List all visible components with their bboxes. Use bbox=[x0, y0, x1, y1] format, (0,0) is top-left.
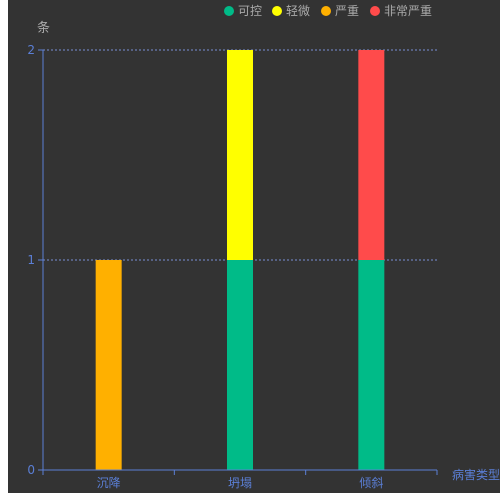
legend-label: 严重 bbox=[335, 4, 359, 18]
chart-panel bbox=[8, 0, 500, 493]
bar-segment bbox=[227, 260, 253, 470]
legend-marker bbox=[272, 6, 282, 16]
x-tick-labels: 沉降 坍塌 倾斜 bbox=[42, 470, 438, 490]
legend-marker bbox=[224, 6, 234, 16]
y-tick-labels: 0 1 2 bbox=[27, 43, 43, 477]
bar-segment bbox=[358, 50, 385, 260]
legend-label: 非常严重 bbox=[384, 4, 432, 18]
y-tick-label: 2 bbox=[27, 43, 35, 57]
legend-marker bbox=[370, 6, 380, 16]
legend-marker bbox=[321, 6, 331, 16]
bar-segment bbox=[227, 50, 253, 260]
legend-label: 轻微 bbox=[286, 4, 310, 18]
x-tick-label: 沉降 bbox=[97, 476, 121, 490]
legend-label: 可控 bbox=[238, 4, 262, 18]
y-tick-label: 0 bbox=[27, 463, 35, 477]
x-axis-title: 病害类型 bbox=[452, 467, 500, 482]
legend: 可控 轻微 严重 非常严重 bbox=[224, 4, 432, 18]
y-tick-label: 1 bbox=[27, 253, 35, 267]
bar-segment bbox=[358, 260, 385, 470]
bar-segment bbox=[95, 260, 122, 470]
bars bbox=[95, 50, 385, 470]
x-tick-label: 坍塌 bbox=[228, 476, 252, 490]
axes: 0 1 2 沉降 坍塌 倾斜 条 病害类型 bbox=[27, 20, 500, 490]
y-axis-title: 条 bbox=[37, 20, 50, 36]
x-tick-label: 倾斜 bbox=[359, 476, 383, 490]
